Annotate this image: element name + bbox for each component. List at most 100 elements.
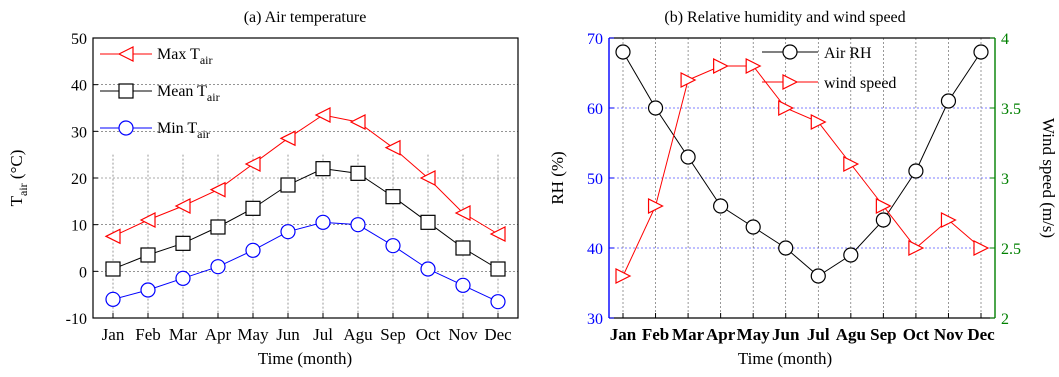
x-tick-label: Sep (870, 325, 896, 344)
x-tick-label: Agu (343, 325, 373, 344)
x-tick-label: Nov (934, 325, 964, 344)
data-point (245, 200, 261, 216)
data-point (973, 44, 989, 60)
series-lines (622, 51, 982, 277)
data-point (349, 114, 366, 130)
series-line (112, 221, 499, 303)
series-lines (112, 114, 499, 303)
data-point (745, 219, 761, 235)
y-tick-label: 40 (587, 241, 603, 258)
x-tick-label: Sep (380, 325, 406, 344)
y-tick-label: 30 (71, 124, 87, 141)
data-point (350, 165, 366, 181)
y-tick-labels: -10 0 10 20 30 40 50 (66, 31, 98, 328)
data-point (105, 261, 121, 277)
y-axis-label-unit: (°C) (7, 150, 26, 184)
y-axis-label: RH (%) (548, 151, 567, 204)
data-point (940, 212, 957, 228)
chart-title: (b) Relative humidity and wind speed (664, 9, 905, 26)
data-point (843, 156, 860, 172)
data-point (209, 181, 226, 198)
y-tick-labels: 30 40 50 60 70 (587, 31, 614, 328)
panel-air-temperature: (a) Air temperature -10 0 10 20 30 40 50 Jan Fe… (7, 9, 519, 368)
series-line (622, 51, 982, 277)
data-point (315, 161, 331, 177)
y-tick-label: 0 (79, 264, 87, 281)
legend-marker (782, 74, 799, 90)
chart-title: (a) Air temperature (244, 9, 367, 26)
data-point (680, 149, 696, 165)
x-tick-label: Jul (807, 325, 830, 344)
data-point (315, 214, 331, 230)
x-tick-label: Mar (672, 325, 705, 344)
legend-entry-sub: air (200, 53, 213, 67)
data-point (647, 100, 664, 116)
legend-marker (117, 46, 134, 62)
data-point (680, 72, 697, 88)
y-right-tick-label: 3.5 (1001, 101, 1021, 118)
y-tick-label: 60 (587, 101, 603, 118)
x-tick-label: Jun (276, 325, 300, 344)
data-point (385, 238, 401, 254)
data-point (810, 114, 827, 130)
y-tick-label: 30 (587, 311, 603, 328)
data-point (875, 212, 891, 228)
y-right-tick-label: 2.5 (1001, 241, 1021, 258)
data-point (908, 163, 924, 179)
legend-entry-name: Mean T (157, 83, 207, 100)
data-point (875, 198, 892, 214)
data-point (174, 198, 191, 214)
x-tick-label: Jan (610, 325, 637, 344)
data-point (385, 189, 401, 205)
legend-marker (118, 120, 134, 136)
data-point (490, 294, 506, 310)
data-point (745, 58, 762, 74)
x-tick-label: Jul (313, 325, 333, 344)
x-tick-labels: Jan Feb Mar Apr May Jun Jul Agu Sep Oct Nov Dec (610, 313, 995, 344)
y-right-tick-label: 4 (1001, 31, 1009, 48)
legend: Air RH wind speed (762, 44, 896, 92)
series-markers (104, 107, 506, 310)
data-point (280, 224, 296, 240)
data-point (384, 139, 401, 156)
x-tick-label: Dec (484, 325, 512, 344)
data-point (489, 226, 506, 242)
series-markers (615, 44, 990, 284)
x-tick-label: Dec (967, 325, 995, 344)
data-point (647, 198, 664, 214)
y-right-tick-labels: 2 2.5 3 3.5 4 (990, 31, 1021, 328)
x-tick-label: Mar (169, 325, 198, 344)
x-tick-label: Jun (772, 325, 800, 344)
data-point (175, 235, 191, 251)
data-point (244, 156, 261, 172)
data-point (490, 261, 506, 277)
data-point (140, 282, 156, 298)
data-point (175, 270, 191, 286)
data-point (245, 242, 261, 258)
panel-humidity-wind: (b) Relative humidity and wind speed 30 4… (548, 9, 1058, 368)
x-tick-label: May (737, 325, 771, 344)
y-tick-label: 50 (71, 31, 87, 48)
legend-entry: wind speed (824, 75, 896, 92)
y-tick-label: 70 (587, 31, 603, 48)
x-axis-label: Time (month) (738, 349, 832, 368)
x-tick-label: Nov (448, 325, 478, 344)
x-tick-labels: Jan Feb Mar Apr May Jun Jul Agu Sep Oct Nov Dec (102, 313, 512, 344)
y-axis-label-sub: air (16, 183, 30, 196)
data-point (454, 205, 471, 221)
data-point (139, 212, 156, 228)
y-tick-label: 20 (71, 171, 87, 188)
legend-entry: Max Tair (157, 46, 212, 67)
grid (609, 38, 995, 318)
legend-entry: Air RH (824, 45, 872, 62)
data-point (420, 261, 436, 277)
data-point (908, 240, 925, 256)
data-point (778, 100, 795, 116)
data-point (420, 214, 436, 230)
legend-entry-name: Min T (157, 120, 197, 137)
x-tick-label: Feb (642, 325, 669, 344)
data-point (210, 219, 226, 235)
x-tick-label: Oct (903, 325, 930, 344)
x-tick-label: Feb (135, 325, 161, 344)
